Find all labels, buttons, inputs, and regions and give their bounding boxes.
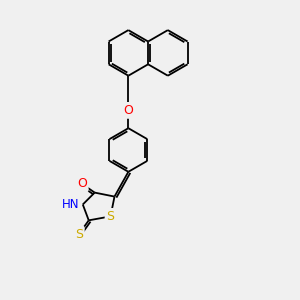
Text: O: O	[77, 177, 87, 190]
Text: HN: HN	[62, 198, 80, 211]
Text: S: S	[106, 210, 115, 223]
Text: S: S	[75, 228, 83, 241]
Text: O: O	[123, 104, 133, 117]
